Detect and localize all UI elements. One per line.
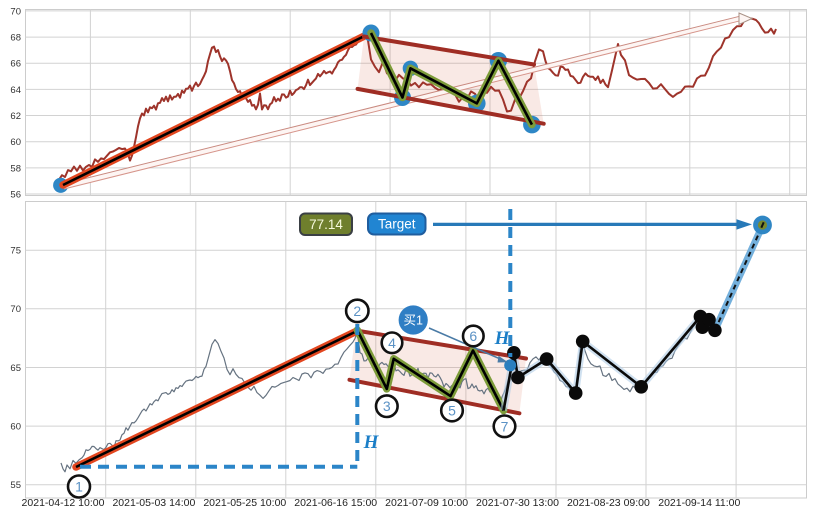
svg-text:2021-07-09 10:00: 2021-07-09 10:00 xyxy=(385,497,468,509)
svg-text:2: 2 xyxy=(353,303,361,319)
svg-text:58: 58 xyxy=(10,163,21,174)
svg-text:2021-09-14 11:00: 2021-09-14 11:00 xyxy=(658,497,740,509)
svg-text:5: 5 xyxy=(448,403,456,419)
svg-text:70: 70 xyxy=(10,6,21,17)
svg-text:2021-05-03 14:00: 2021-05-03 14:00 xyxy=(112,497,195,509)
svg-text:56: 56 xyxy=(10,190,21,201)
svg-text:Target: Target xyxy=(378,217,416,232)
svg-text:6: 6 xyxy=(469,328,477,344)
svg-text:1: 1 xyxy=(75,479,83,495)
svg-text:H: H xyxy=(494,328,511,349)
svg-text:55: 55 xyxy=(10,480,21,491)
svg-text:2021-05-25 10:00: 2021-05-25 10:00 xyxy=(203,497,286,509)
svg-text:4: 4 xyxy=(388,335,396,351)
svg-text:62: 62 xyxy=(10,111,21,122)
svg-text:2021-07-30 13:00: 2021-07-30 13:00 xyxy=(476,497,559,509)
svg-text:买1: 买1 xyxy=(403,313,423,327)
svg-text:2021-08-23 09:00: 2021-08-23 09:00 xyxy=(567,497,650,509)
svg-text:77.14: 77.14 xyxy=(309,217,343,232)
svg-text:70: 70 xyxy=(10,304,21,315)
svg-text:68: 68 xyxy=(10,33,21,44)
svg-text:2021-04-12 10:00: 2021-04-12 10:00 xyxy=(22,497,105,509)
svg-text:7: 7 xyxy=(501,418,509,434)
svg-text:3: 3 xyxy=(383,398,391,414)
svg-text:2021-06-16 15:00: 2021-06-16 15:00 xyxy=(294,497,377,509)
svg-text:64: 64 xyxy=(10,85,21,96)
svg-text:65: 65 xyxy=(10,363,21,374)
svg-text:H: H xyxy=(363,432,380,453)
svg-text:75: 75 xyxy=(10,246,21,257)
svg-text:66: 66 xyxy=(10,59,21,70)
svg-text:60: 60 xyxy=(10,422,21,433)
svg-text:60: 60 xyxy=(10,137,21,148)
